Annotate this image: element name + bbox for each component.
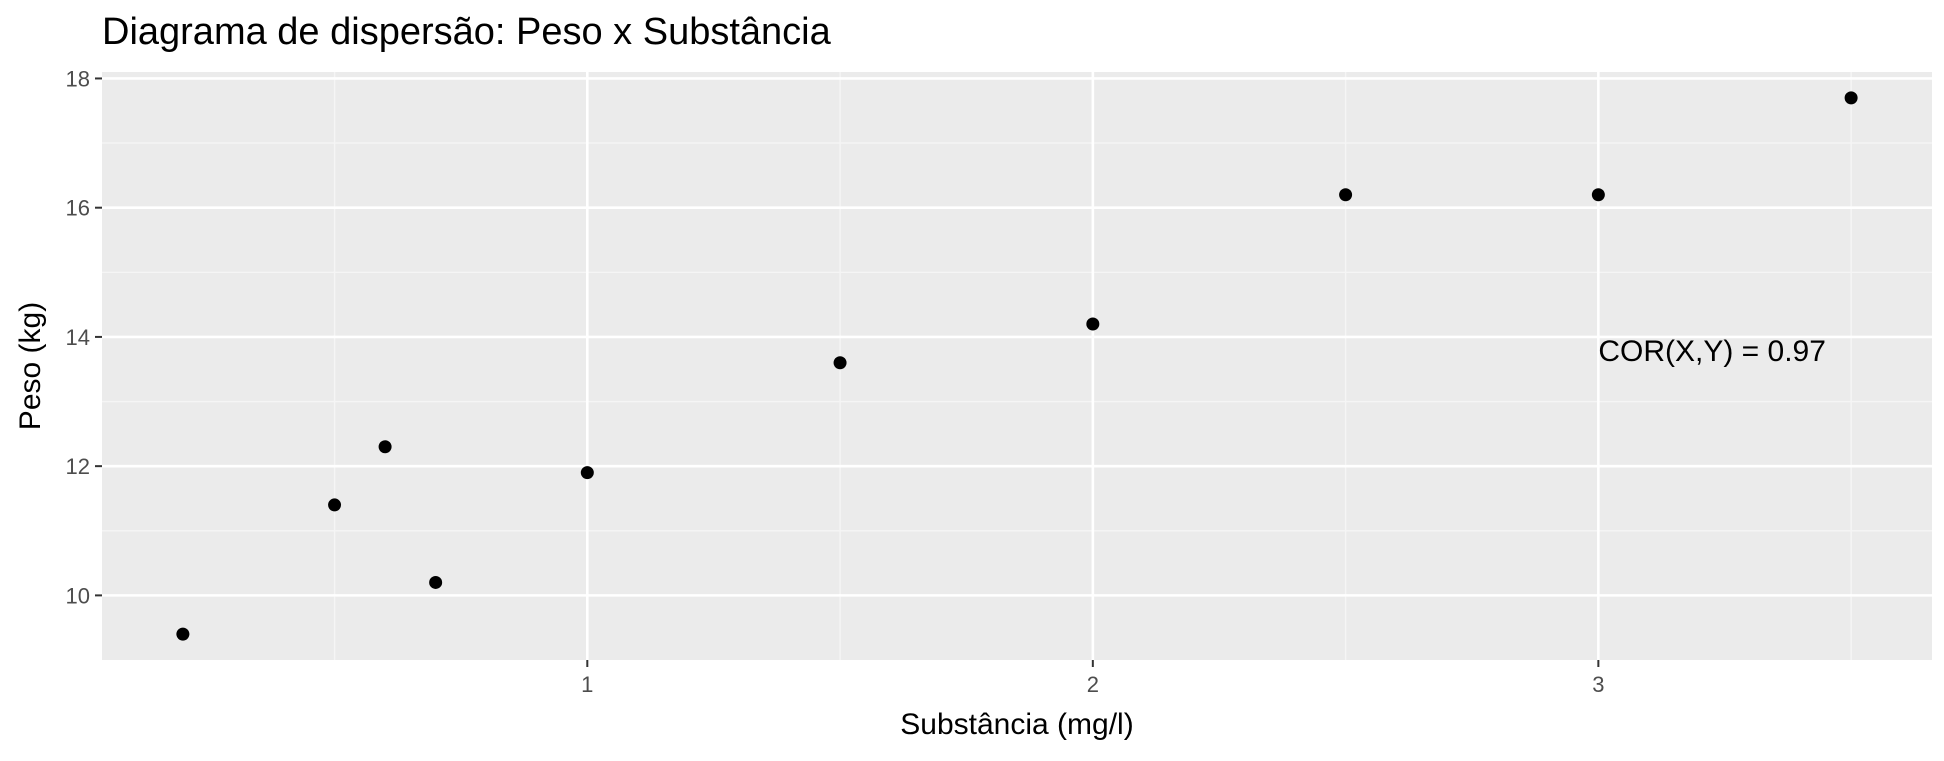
data-point [328,498,342,512]
data-point [429,575,443,589]
x-tick-label: 2 [1087,672,1099,697]
x-axis-title: Substância (mg/l) [900,708,1133,741]
data-point [1844,91,1858,105]
data-point [1339,188,1353,202]
data-point [1591,188,1605,202]
correlation-annotation: COR(X,Y) = 0.97 [1598,335,1826,368]
data-point [378,440,392,454]
y-tick-label: 10 [66,583,90,608]
y-tick-label: 12 [66,454,90,479]
y-tick-label: 16 [66,196,90,221]
x-tick-label: 1 [581,672,593,697]
data-point [580,466,594,480]
major-gridlines [102,72,1932,660]
y-axis-title: Peso (kg) [14,302,47,430]
data-point [1086,317,1100,331]
plot-panel [102,72,1932,660]
data-points [176,91,1858,641]
data-point [833,356,847,370]
chart-title: Diagrama de dispersão: Peso x Substância [102,11,832,53]
y-tick-label: 14 [66,325,90,350]
x-tick-label: 3 [1592,672,1604,697]
data-point [176,627,190,641]
y-tick-label: 18 [66,66,90,91]
